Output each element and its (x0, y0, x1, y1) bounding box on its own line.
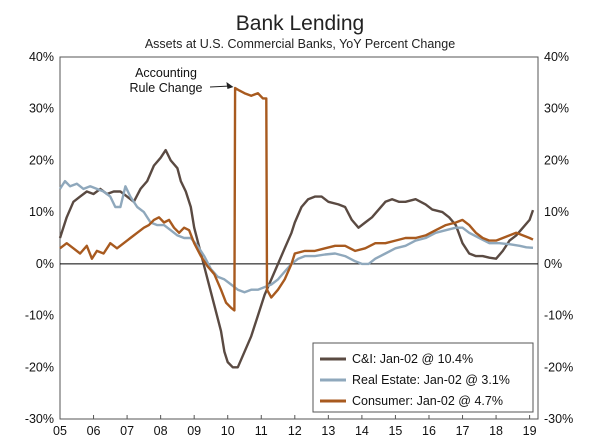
annotation-arrowhead (226, 82, 234, 90)
legend: C&I: Jan-02 @ 10.4% Real Estate: Jan-02 @… (312, 342, 534, 413)
x-tick-label: 06 (87, 424, 101, 438)
x-tick-label: 11 (255, 424, 268, 438)
annotation: Accounting Rule Change (130, 66, 234, 95)
x-tick-label: 16 (422, 424, 436, 438)
x-tick-label: 18 (489, 424, 503, 438)
y-tick-right-label: 0% (544, 257, 562, 271)
annotation-line-1: Accounting (135, 66, 197, 80)
series-layer (58, 86, 535, 369)
x-tick-label: 19 (523, 424, 537, 438)
x-tick-label: 08 (154, 424, 168, 438)
y-axis-right: 40% 30% 20% 10% 0% -10% -20% -30% (544, 50, 573, 426)
legend-label-0: C&I: Jan-02 @ 10.4% (352, 352, 473, 366)
y-tick-right-label: -30% (544, 412, 573, 426)
x-tick-label: 12 (288, 424, 302, 438)
legend-box (312, 342, 534, 413)
x-tick-label: 15 (388, 424, 402, 438)
x-tick-label: 17 (456, 424, 470, 438)
y-tick-right-label: -20% (544, 360, 573, 374)
y-tick-left-label: -30% (25, 412, 54, 426)
annotation-line-2: Rule Change (130, 81, 203, 95)
x-axis: 05 06 07 08 09 10 11 12 13 14 15 16 17 18 19 (53, 415, 537, 438)
y-tick-left-label: 30% (29, 102, 54, 116)
legend-label-1: Real Estate: Jan-02 @ 3.1% (352, 373, 510, 387)
legend-label-2: Consumer: Jan-02 @ 4.7% (352, 394, 503, 408)
y-tick-left-label: 10% (29, 205, 54, 219)
y-tick-right-label: 10% (544, 205, 569, 219)
x-tick-label: 14 (355, 424, 369, 438)
y-tick-right-label: 30% (544, 102, 569, 116)
y-tick-right-label: 40% (544, 50, 569, 64)
y-tick-left-label: -10% (25, 309, 54, 323)
y-axis-left: 40% 30% 20% 10% 0% -10% -20% -30% (25, 50, 54, 426)
x-tick-label: 07 (120, 424, 134, 438)
x-tick-label: 09 (187, 424, 201, 438)
series-line-1 (58, 179, 534, 294)
chart-title: Bank Lending (236, 12, 364, 35)
x-tick-label: 10 (221, 424, 235, 438)
y-tick-left-label: 40% (29, 50, 54, 64)
x-tick-label: 05 (53, 424, 67, 438)
y-tick-right-label: 20% (544, 153, 569, 167)
y-tick-left-label: 20% (29, 153, 54, 167)
x-tick-label: 13 (321, 424, 335, 438)
series-line-2 (59, 86, 534, 312)
y-tick-right-label: -10% (544, 309, 573, 323)
y-tick-left-label: -20% (25, 360, 54, 374)
chart-subtitle: Assets at U.S. Commercial Banks, YoY Per… (145, 37, 455, 51)
y-tick-left-label: 0% (36, 257, 54, 271)
